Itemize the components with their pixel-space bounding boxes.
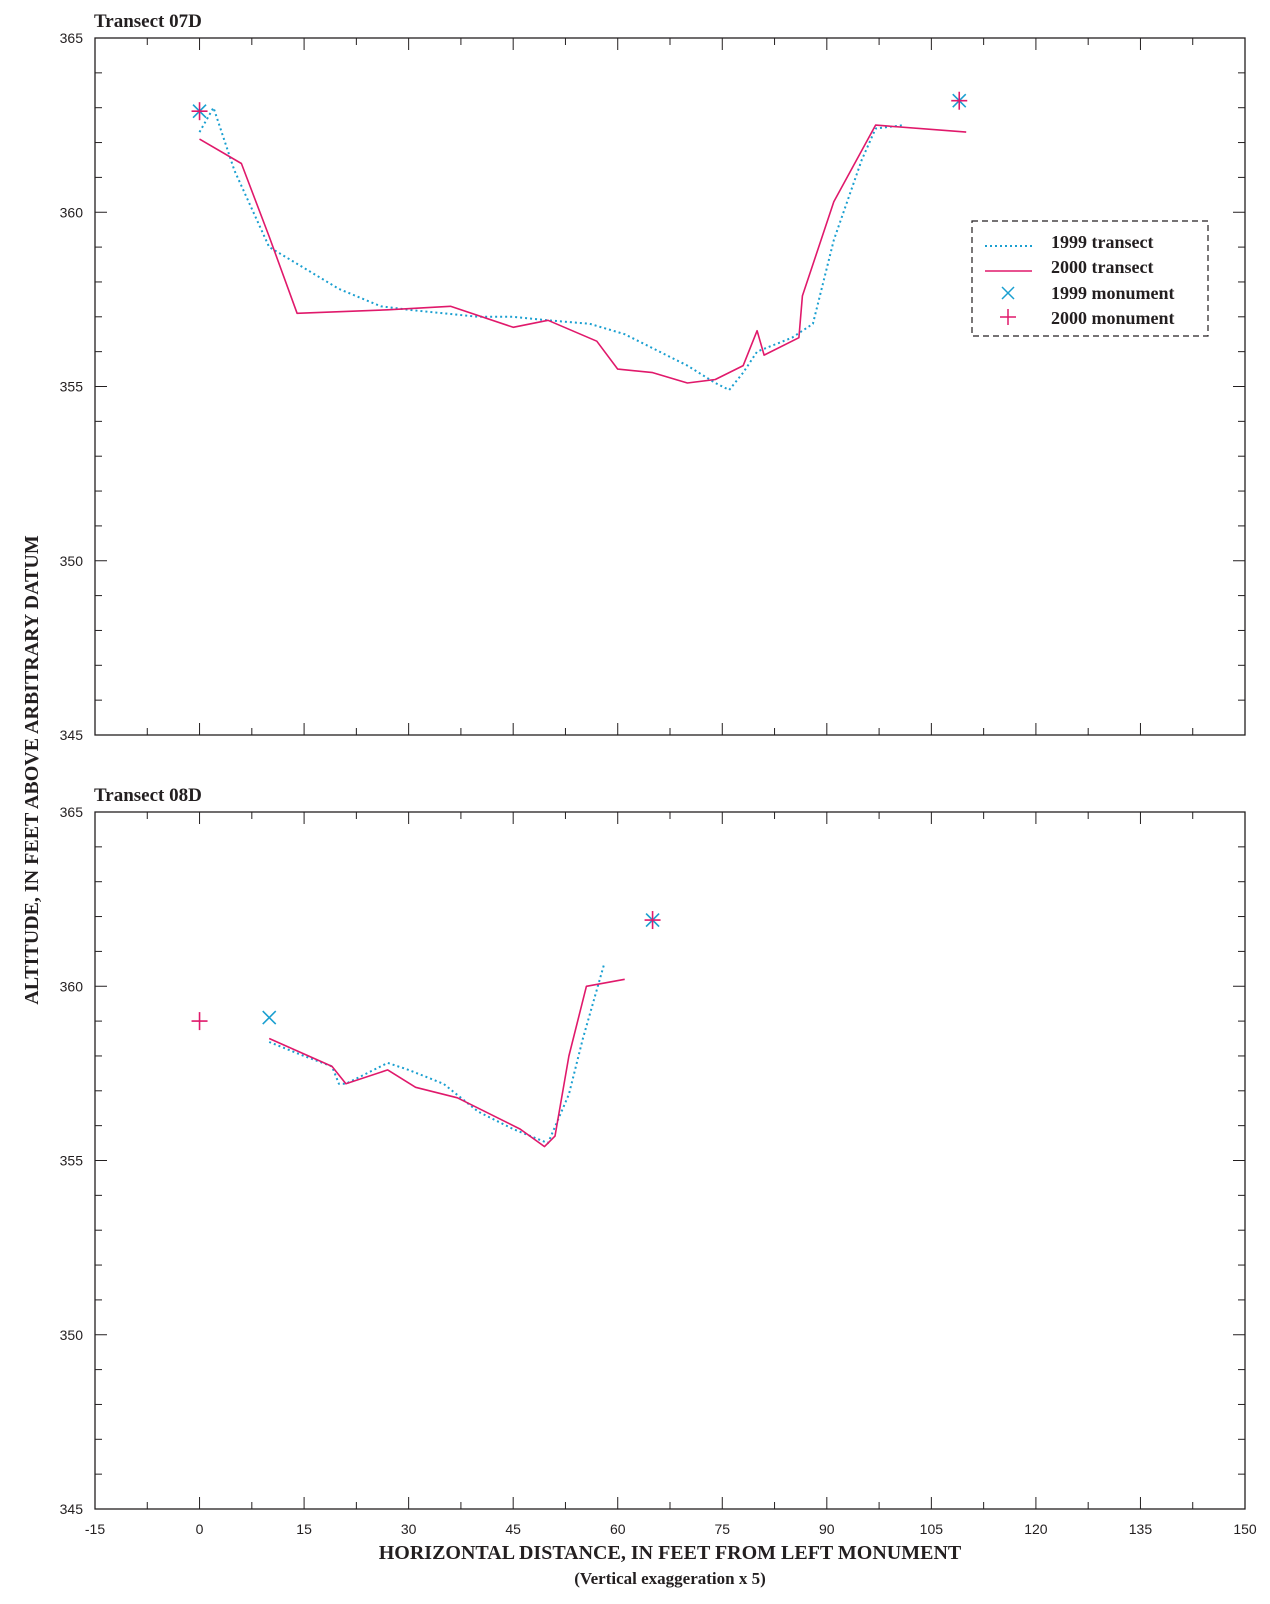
x-axis-note: (Vertical exaggeration x 5) [574, 1569, 766, 1588]
panel-transect-08d: Transect 08D 345 350 355 360 365 -15 0 15 30 45 6… [60, 785, 1257, 1537]
y-tick-label: 350 [60, 1327, 84, 1343]
x-tick-labels: -15 0 15 30 45 60 75 90 105 120 135 150 [85, 1521, 1257, 1537]
y-tick-label: 345 [60, 1501, 84, 1517]
legend-label-2000-monument: 2000 monument [1051, 308, 1175, 328]
monument-markers [191, 911, 661, 1031]
axis-ticks [94, 811, 1246, 1510]
y-tick-label: 345 [60, 727, 84, 743]
x-tick-label: 75 [714, 1521, 730, 1537]
series-line-2000-transect [268, 978, 625, 1148]
legend-label-1999-monument: 1999 monument [1051, 283, 1175, 303]
x-tick-label: 105 [920, 1521, 944, 1537]
monument-2000-plus-marker [191, 102, 208, 121]
legend-x-marker-icon [1001, 286, 1015, 300]
panel-transect-07d: Transect 07D 345 350 355 360 365 1999 transe… [60, 11, 1246, 743]
monument-2000-plus-marker [191, 1012, 208, 1031]
legend-label-1999-transect: 1999 transect [1051, 232, 1153, 252]
y-tick-label: 365 [60, 30, 84, 46]
legend: 1999 transect 2000 transect 1999 monumen… [971, 220, 1209, 337]
y-tick-label: 355 [60, 1153, 84, 1169]
y-tick-label: 365 [60, 804, 84, 820]
x-tick-label: 120 [1024, 1521, 1048, 1537]
y-tick-labels: 345 350 355 360 365 [60, 804, 84, 1517]
plot-frame [94, 811, 1246, 1510]
legend-plus-marker-icon [1000, 309, 1016, 325]
x-tick-label: 45 [505, 1521, 521, 1537]
y-tick-label: 355 [60, 379, 84, 395]
x-tick-label: 90 [819, 1521, 835, 1537]
series-line-2000-transect [199, 124, 967, 384]
panel-title: Transect 08D [94, 785, 202, 806]
y-tick-label: 360 [60, 978, 84, 994]
monument-2000-plus-marker [644, 911, 661, 930]
series-group [198, 106, 967, 391]
y-tick-labels: 345 350 355 360 365 [60, 30, 84, 743]
monument-markers [191, 91, 968, 121]
series-group [268, 965, 625, 1148]
x-axis-title: HORIZONTAL DISTANCE, IN FEET FROM LEFT M… [379, 1542, 962, 1564]
monument-1999-x-marker [262, 1010, 277, 1025]
x-tick-label: 135 [1129, 1521, 1153, 1537]
x-tick-label: 150 [1233, 1521, 1257, 1537]
x-tick-label: 30 [401, 1521, 417, 1537]
y-tick-label: 360 [60, 204, 84, 220]
x-tick-label: 0 [196, 1521, 204, 1537]
x-tick-label: -15 [85, 1521, 105, 1537]
x-tick-label: 15 [296, 1521, 312, 1537]
y-axis-title: ALTITUDE, IN FEET ABOVE ARBITRARY DATUM [21, 535, 43, 1005]
y-tick-label: 350 [60, 553, 84, 569]
series-line-1999-transect [198, 106, 904, 391]
monument-2000-plus-marker [951, 91, 968, 110]
panel-title: Transect 07D [94, 11, 202, 32]
axis-ticks [94, 37, 1246, 736]
series-line-1999-transect [268, 965, 605, 1145]
legend-label-2000-transect: 2000 transect [1051, 257, 1153, 277]
plot-frame [94, 37, 1246, 736]
x-tick-label: 60 [610, 1521, 626, 1537]
